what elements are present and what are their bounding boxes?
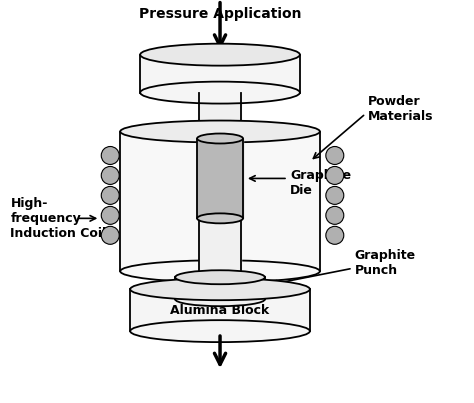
Circle shape <box>326 206 344 224</box>
Text: Graphite
Die: Graphite Die <box>290 169 351 197</box>
Text: Powder
Materials: Powder Materials <box>368 95 433 123</box>
Ellipse shape <box>199 143 241 154</box>
FancyBboxPatch shape <box>130 289 310 331</box>
Text: High-
frequency
Induction Coil: High- frequency Induction Coil <box>10 197 107 240</box>
Circle shape <box>101 187 119 204</box>
Ellipse shape <box>120 120 320 143</box>
Circle shape <box>101 206 119 224</box>
FancyBboxPatch shape <box>120 131 320 271</box>
Circle shape <box>326 187 344 204</box>
FancyBboxPatch shape <box>140 55 300 93</box>
Text: Alumina Block: Alumina Block <box>171 304 270 317</box>
Text: Graphite
Punch: Graphite Punch <box>355 249 416 277</box>
Ellipse shape <box>175 292 265 306</box>
Ellipse shape <box>130 320 310 342</box>
Ellipse shape <box>197 213 243 223</box>
FancyBboxPatch shape <box>175 277 265 299</box>
Circle shape <box>326 226 344 244</box>
Circle shape <box>326 147 344 164</box>
Ellipse shape <box>197 133 243 143</box>
Circle shape <box>101 166 119 185</box>
Ellipse shape <box>175 270 265 284</box>
Ellipse shape <box>140 82 300 104</box>
Ellipse shape <box>120 260 320 282</box>
Circle shape <box>101 147 119 164</box>
Ellipse shape <box>140 44 300 66</box>
Circle shape <box>101 226 119 244</box>
Circle shape <box>326 166 344 185</box>
Ellipse shape <box>130 278 310 300</box>
Text: Pressure Application: Pressure Application <box>139 7 301 21</box>
